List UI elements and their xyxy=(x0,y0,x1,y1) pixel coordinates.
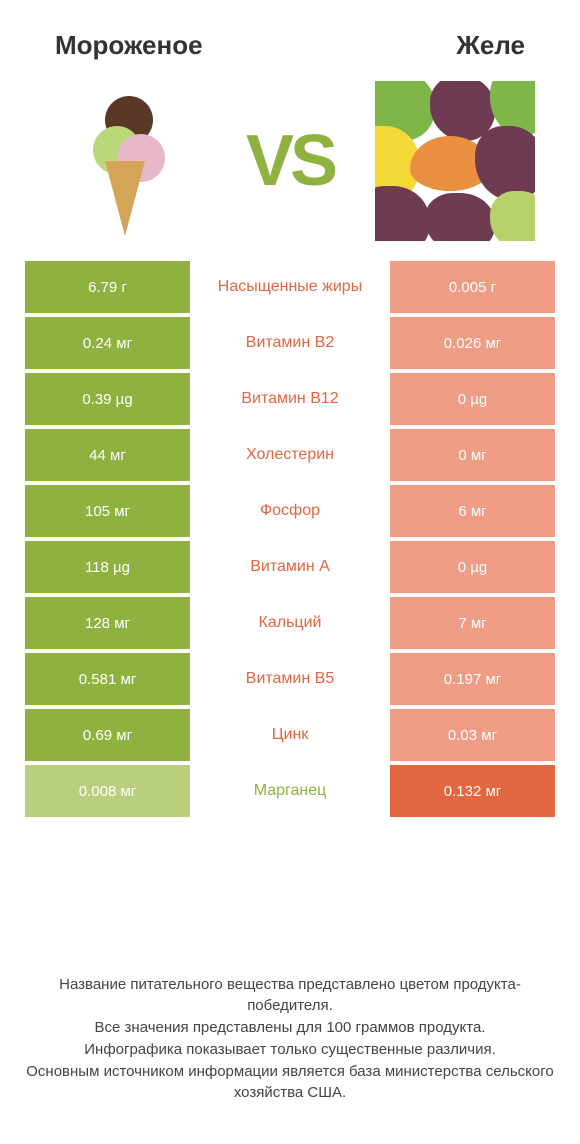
table-row: 0.69 мгЦинк0.03 мг xyxy=(25,709,555,761)
images-row: VS xyxy=(25,81,555,261)
right-product-title: Желе xyxy=(456,30,525,61)
right-value: 0 µg xyxy=(390,541,555,593)
right-product-image xyxy=(375,81,535,241)
right-value: 0.197 мг xyxy=(390,653,555,705)
left-value: 6.79 г xyxy=(25,261,190,313)
nutrient-label: Витамин B12 xyxy=(190,373,390,425)
jelly-candies-icon xyxy=(375,81,535,241)
left-value: 0.581 мг xyxy=(25,653,190,705)
table-row: 0.008 мгМарганец0.132 мг xyxy=(25,765,555,817)
table-row: 6.79 гНасыщенные жиры0.005 г xyxy=(25,261,555,313)
ice-cream-icon xyxy=(75,86,175,236)
right-value: 0 мг xyxy=(390,429,555,481)
left-value: 0.69 мг xyxy=(25,709,190,761)
table-row: 105 мгФосфор6 мг xyxy=(25,485,555,537)
nutrient-label: Витамин B2 xyxy=(190,317,390,369)
left-value: 44 мг xyxy=(25,429,190,481)
nutrient-label: Витамин B5 xyxy=(190,653,390,705)
left-value: 105 мг xyxy=(25,485,190,537)
left-value: 128 мг xyxy=(25,597,190,649)
right-value: 0 µg xyxy=(390,373,555,425)
nutrient-label: Холестерин xyxy=(190,429,390,481)
comparison-table: 6.79 гНасыщенные жиры0.005 г0.24 мгВитам… xyxy=(25,261,555,817)
footer-line: Все значения представлены для 100 граммо… xyxy=(25,1017,555,1039)
nutrient-label: Витамин A xyxy=(190,541,390,593)
right-value: 0.132 мг xyxy=(390,765,555,817)
right-value: 0.005 г xyxy=(390,261,555,313)
vs-label: VS xyxy=(246,120,334,202)
right-value: 0.03 мг xyxy=(390,709,555,761)
right-value: 0.026 мг xyxy=(390,317,555,369)
nutrient-label: Фосфор xyxy=(190,485,390,537)
header: Мороженое Желе xyxy=(25,20,555,81)
left-product-image xyxy=(45,81,205,241)
table-row: 0.581 мгВитамин B50.197 мг xyxy=(25,653,555,705)
table-row: 0.24 мгВитамин B20.026 мг xyxy=(25,317,555,369)
footer-line: Название питательного вещества представл… xyxy=(25,974,555,1018)
table-row: 128 мгКальций7 мг xyxy=(25,597,555,649)
nutrient-label: Кальций xyxy=(190,597,390,649)
left-product-title: Мороженое xyxy=(55,30,203,61)
left-value: 0.39 µg xyxy=(25,373,190,425)
right-value: 7 мг xyxy=(390,597,555,649)
footer-line: Инфографика показывает только существенн… xyxy=(25,1039,555,1061)
left-value: 0.008 мг xyxy=(25,765,190,817)
right-value: 6 мг xyxy=(390,485,555,537)
table-row: 44 мгХолестерин0 мг xyxy=(25,429,555,481)
left-value: 0.24 мг xyxy=(25,317,190,369)
nutrient-label: Насыщенные жиры xyxy=(190,261,390,313)
footer-notes: Название питательного вещества представл… xyxy=(25,974,555,1105)
table-row: 0.39 µgВитамин B120 µg xyxy=(25,373,555,425)
left-value: 118 µg xyxy=(25,541,190,593)
nutrient-label: Цинк xyxy=(190,709,390,761)
footer-line: Основным источником информации является … xyxy=(25,1061,555,1105)
nutrient-label: Марганец xyxy=(190,765,390,817)
table-row: 118 µgВитамин A0 µg xyxy=(25,541,555,593)
